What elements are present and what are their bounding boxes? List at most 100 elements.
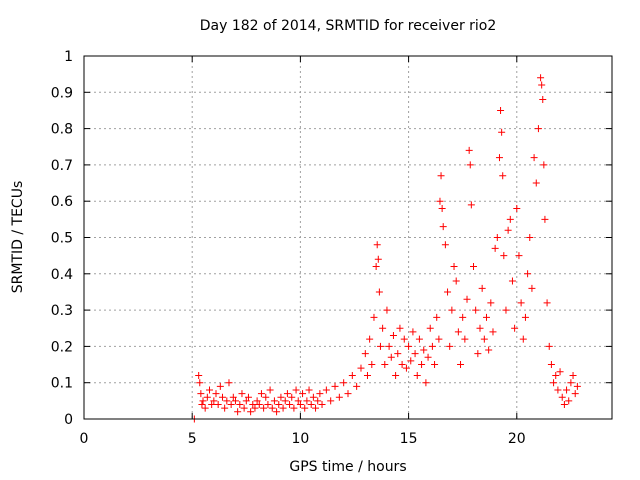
data-point (554, 386, 562, 394)
data-point (236, 400, 244, 408)
data-point (288, 393, 296, 401)
data-point (277, 393, 285, 401)
data-point (560, 400, 568, 408)
data-point (415, 335, 423, 343)
data-point (290, 404, 298, 412)
data-point (208, 400, 216, 408)
data-point (318, 400, 326, 408)
data-point (201, 404, 209, 412)
y-tick-label: 1 (64, 49, 73, 65)
data-point (375, 288, 383, 296)
data-point (556, 368, 564, 376)
data-point (392, 371, 400, 379)
y-tick-label: 0.2 (51, 339, 73, 355)
data-point (405, 342, 413, 350)
data-point (240, 404, 248, 412)
data-point (383, 306, 391, 314)
data-point (214, 400, 222, 408)
data-point (463, 295, 471, 303)
data-point (203, 393, 211, 401)
data-point (316, 390, 324, 398)
data-point (244, 393, 252, 401)
plot-frame (83, 55, 613, 420)
data-point (212, 390, 220, 398)
data-point (497, 106, 505, 114)
data-point (436, 197, 444, 205)
data-point (381, 361, 389, 369)
data-point (480, 335, 488, 343)
data-point (498, 128, 506, 136)
data-point (400, 335, 408, 343)
x-tick-label: 10 (291, 431, 309, 447)
data-point (500, 252, 508, 260)
data-point (307, 400, 315, 408)
data-point (487, 299, 495, 307)
data-point (379, 324, 387, 332)
data-point (437, 172, 445, 180)
data-point (195, 371, 203, 379)
data-point (528, 284, 536, 292)
data-point (275, 400, 283, 408)
y-tick-label: 0 (64, 412, 73, 428)
data-point (482, 313, 490, 321)
data-point (573, 382, 581, 390)
data-point (489, 328, 497, 336)
data-point (541, 215, 549, 223)
data-point (281, 397, 289, 405)
data-point (526, 234, 534, 241)
data-point (550, 379, 558, 387)
y-tick-label: 0.3 (51, 303, 73, 319)
data-point (394, 350, 402, 358)
data-point (543, 299, 551, 307)
data-point (495, 154, 503, 162)
data-point (340, 379, 348, 387)
data-point (373, 241, 381, 249)
data-point (363, 371, 371, 379)
data-point (305, 386, 313, 394)
chart-title: Day 182 of 2014, SRMTID for receiver rio… (200, 18, 497, 34)
data-point (521, 313, 529, 321)
y-tick-label: 0.9 (51, 85, 73, 101)
data-point (426, 324, 434, 332)
data-point (198, 400, 206, 408)
data-points (190, 74, 581, 423)
data-point (234, 408, 242, 416)
data-point (292, 386, 300, 394)
data-point (210, 397, 218, 405)
data-point (499, 172, 507, 180)
data-point (231, 397, 239, 405)
data-point (433, 313, 441, 321)
data-point (515, 252, 523, 260)
data-point (270, 397, 278, 405)
data-point (266, 386, 274, 394)
data-point (312, 404, 320, 412)
data-point (255, 400, 263, 408)
data-point (524, 270, 532, 278)
data-point (530, 154, 538, 162)
data-point (569, 371, 577, 379)
data-point (196, 379, 204, 387)
data-point (344, 390, 352, 398)
data-point (221, 404, 229, 412)
y-axis-title: SRMTID / TECUs (10, 181, 26, 294)
data-point (402, 364, 410, 372)
x-tick-label: 0 (80, 431, 89, 447)
data-point (478, 284, 486, 292)
data-point (444, 288, 452, 296)
data-point (357, 364, 365, 372)
data-point (407, 357, 415, 365)
data-point (420, 346, 428, 354)
y-tick-label: 0.1 (51, 376, 73, 392)
data-point (547, 361, 555, 369)
data-point (331, 382, 339, 390)
data-point (303, 397, 311, 405)
data-point (197, 390, 205, 398)
data-point (242, 397, 250, 405)
data-point (387, 353, 395, 361)
data-point (472, 306, 480, 314)
y-tick-label: 0.7 (51, 158, 73, 174)
data-point (294, 397, 302, 405)
grid (84, 56, 612, 419)
data-point (253, 397, 261, 405)
data-point (199, 397, 207, 405)
